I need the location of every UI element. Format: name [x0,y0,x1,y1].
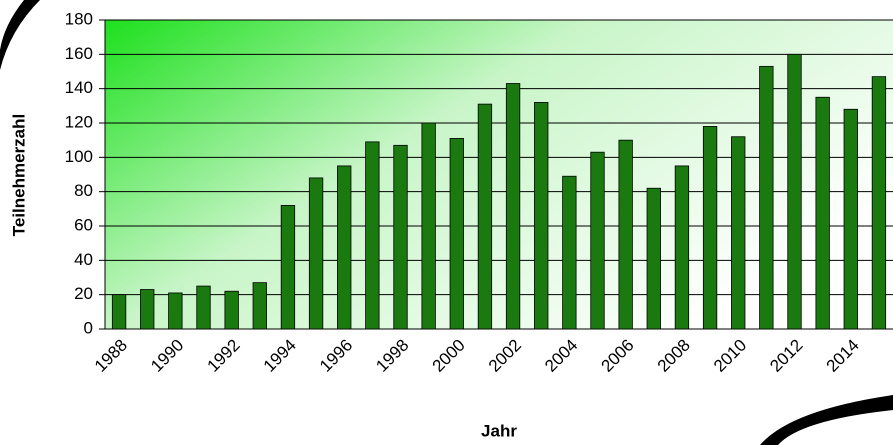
x-tick-label: 1988 [91,336,131,376]
bar [562,175,577,330]
bar [168,292,183,330]
bar [618,139,633,330]
plot-area [105,20,893,329]
bar [674,165,690,330]
x-tick-label: 2012 [766,336,806,376]
bar [477,103,493,330]
decoration [760,395,893,445]
bar [815,96,830,330]
bar [534,102,549,330]
x-tick-label: 2006 [597,336,637,376]
bar [365,141,380,330]
bar [280,204,296,330]
bar [111,294,127,330]
bar [393,144,408,330]
x-tick-label: 1994 [260,336,300,376]
x-tick-label: 2014 [823,336,863,376]
bar [224,290,239,330]
bar [702,126,718,330]
x-tick-label: 1992 [203,336,243,376]
bar [843,108,858,330]
bar [196,285,211,330]
y-tick-label: 0 [84,318,93,337]
y-tick-label: 120 [65,112,93,131]
bar [140,289,155,330]
decoration [0,0,40,70]
y-tick-label: 180 [65,9,93,28]
bar [871,76,887,330]
bar [646,187,661,330]
y-tick-label: 60 [74,215,93,234]
bar [308,177,324,330]
y-tick-label: 80 [74,181,93,200]
y-tick-label: 160 [65,44,93,63]
x-tick-label: 1996 [316,336,356,376]
bar [759,65,774,330]
bar [421,122,436,330]
bar [505,83,521,330]
x-tick-label: 1990 [147,336,187,376]
x-tick-label: 1998 [372,336,412,376]
x-tick-label: 2008 [654,336,694,376]
bar [787,53,802,330]
bar [252,282,267,330]
y-tick-label: 100 [65,147,93,166]
x-tick-label: 2010 [710,336,750,376]
x-tick-label: 2004 [541,336,581,376]
x-tick-label: 2000 [429,336,469,376]
x-axis-title: Jahr [481,421,517,440]
x-tick-label: 2002 [485,336,525,376]
bar [449,138,464,330]
y-axis-title: Teilnehmerzahl [9,114,28,237]
y-tick-label: 40 [74,250,93,269]
bar [590,151,605,330]
y-tick-label: 20 [74,284,93,303]
y-tick-label: 140 [65,78,93,97]
bar [337,165,352,330]
bar [731,136,746,330]
